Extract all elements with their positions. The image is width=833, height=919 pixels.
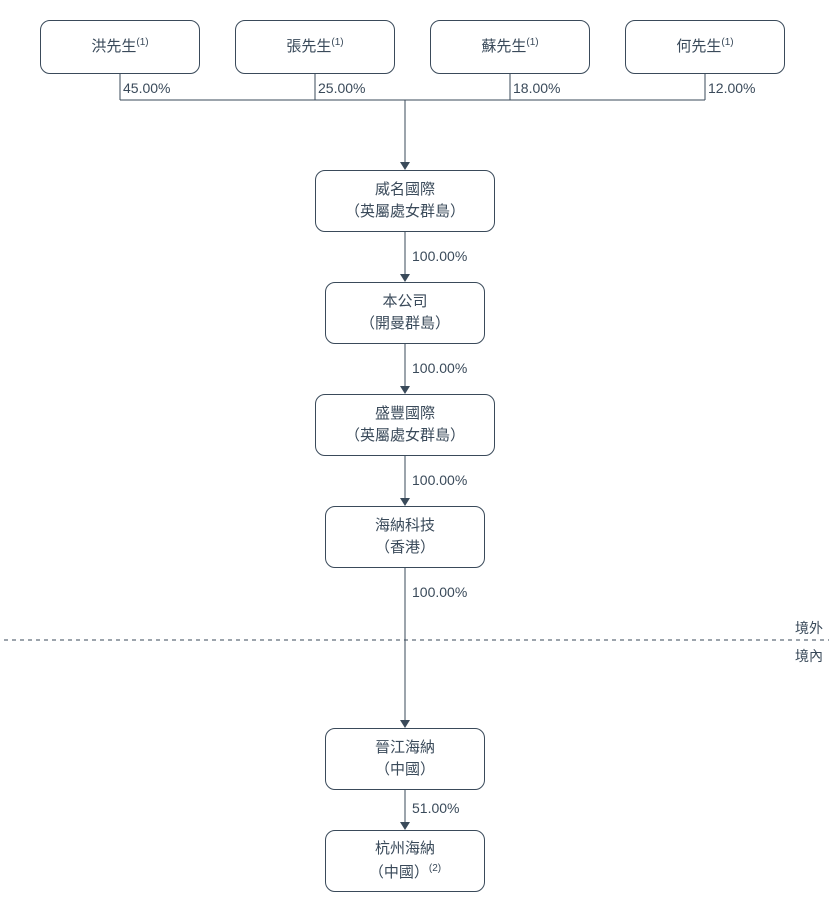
pct-12: 12.00%	[708, 80, 755, 96]
pct-100a: 100.00%	[412, 248, 467, 264]
node-line2: （開曼群島）	[360, 313, 450, 336]
pct-100c: 100.00%	[412, 472, 467, 488]
label-offshore: 境外	[795, 618, 823, 638]
node-line1: 晉江海納	[375, 737, 435, 760]
pct-45: 45.00%	[123, 80, 170, 96]
node-label: 蘇先生(1)	[481, 35, 538, 59]
node-haina-hk: 海納科技 （香港）	[325, 506, 485, 568]
node-su: 蘇先生(1)	[430, 20, 590, 74]
pct-100d: 100.00%	[412, 584, 467, 600]
pct-25: 25.00%	[318, 80, 365, 96]
node-line2: （香港）	[375, 537, 435, 560]
node-line1: 威名國際	[375, 179, 435, 202]
pct-18: 18.00%	[513, 80, 560, 96]
node-he: 何先生(1)	[625, 20, 785, 74]
node-line1: 海納科技	[375, 515, 435, 538]
node-hong: 洪先生(1)	[40, 20, 200, 74]
pct-100b: 100.00%	[412, 360, 467, 376]
node-label: 張先生(1)	[286, 35, 343, 59]
node-line2: （中國）	[375, 759, 435, 782]
node-line1: 本公司	[382, 291, 427, 314]
node-company: 本公司 （開曼群島）	[325, 282, 485, 344]
node-line1: 杭州海納	[375, 838, 435, 861]
node-line2: （英屬處女群島）	[345, 201, 465, 224]
node-line2: （中國）(2)	[369, 861, 441, 885]
node-label: 何先生(1)	[676, 35, 733, 59]
node-line1: 盛豐國際	[375, 403, 435, 426]
node-zhang: 張先生(1)	[235, 20, 395, 74]
pct-51: 51.00%	[412, 800, 459, 816]
node-shengfeng: 盛豐國際 （英屬處女群島）	[315, 394, 495, 456]
label-onshore: 境內	[795, 646, 823, 666]
node-jinjiang: 晉江海納 （中國）	[325, 728, 485, 790]
node-hangzhou: 杭州海納 （中國）(2)	[325, 830, 485, 892]
node-line2: （英屬處女群島）	[345, 425, 465, 448]
node-label: 洪先生(1)	[91, 35, 148, 59]
node-weiming: 威名國際 （英屬處女群島）	[315, 170, 495, 232]
